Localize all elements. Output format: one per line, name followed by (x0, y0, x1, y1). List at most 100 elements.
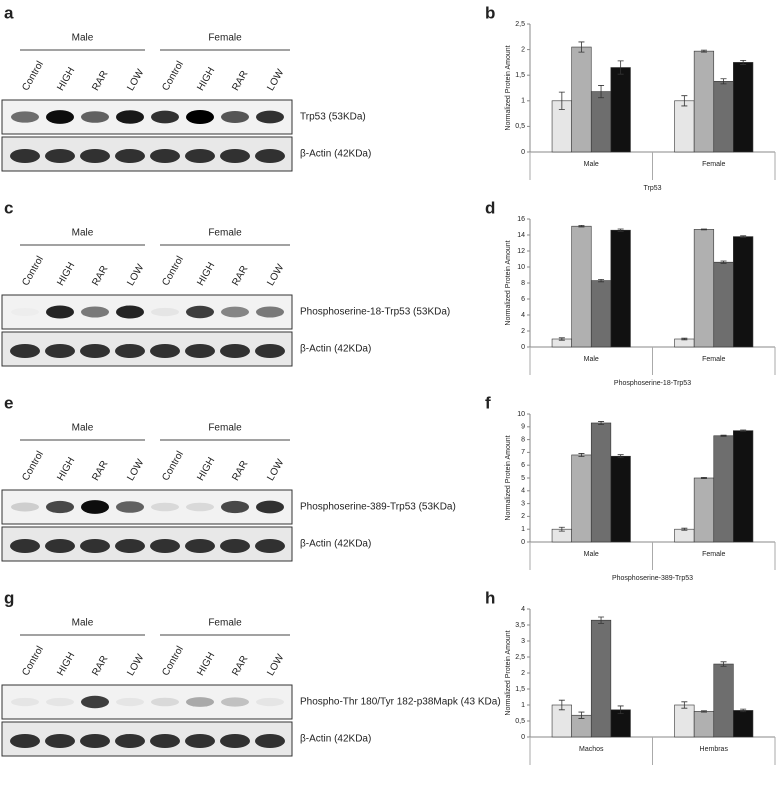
x-tick-label: Male (584, 161, 599, 168)
band (255, 344, 285, 358)
band (10, 734, 40, 748)
band (150, 539, 180, 553)
band (151, 502, 179, 512)
lane-label: HIGH (195, 261, 217, 288)
sex-label: Male (72, 33, 94, 44)
error-bar (578, 225, 585, 228)
error-bar (720, 661, 727, 667)
error-bar (700, 476, 707, 480)
band (221, 306, 249, 318)
bar (571, 46, 592, 153)
y-tick-label: 2,5 (515, 654, 525, 661)
sex-label: Female (208, 423, 242, 434)
lane-label: Control (20, 254, 46, 287)
error-bar (740, 429, 747, 432)
error-bar (578, 711, 585, 719)
bar (674, 100, 695, 153)
lane-label: LOW (265, 262, 286, 288)
sex-label: Female (208, 33, 242, 44)
lane-label: Control (20, 449, 46, 482)
lane-label: Control (20, 644, 46, 677)
band (10, 344, 40, 358)
band (220, 734, 250, 748)
y-tick-label: 9 (521, 424, 525, 431)
y-tick-label: 4 (521, 312, 525, 319)
error-bar (578, 453, 585, 457)
panel-letter: g (4, 588, 14, 607)
band-label: Phosphoserine-18-Trp53 (53KDa) (300, 307, 450, 318)
band-label: Trp53 (53KDa) (300, 112, 366, 123)
sex-label: Female (208, 618, 242, 629)
band (186, 697, 214, 707)
band (150, 149, 180, 163)
lane-label: HIGH (55, 66, 77, 93)
band (80, 149, 110, 163)
panel-letter: d (485, 198, 495, 217)
band (220, 149, 250, 163)
x-tick-label: Male (584, 356, 599, 363)
y-tick-label: 4 (521, 488, 525, 495)
band-label: β-Actin (42KDa) (300, 344, 371, 355)
band (255, 149, 285, 163)
lane-label: RAR (230, 264, 250, 288)
band (80, 539, 110, 553)
x-axis-label: Phosphoserine-389-Trp53 (612, 575, 693, 582)
y-tick-label: 3 (521, 500, 525, 507)
y-tick-label: 4 (521, 606, 525, 613)
lane-label: Control (160, 644, 186, 677)
lane-label: LOW (125, 262, 146, 288)
lane-label: HIGH (55, 651, 77, 678)
lane-label: LOW (265, 457, 286, 483)
band (46, 697, 74, 707)
sex-label: Female (208, 228, 242, 239)
y-tick-label: 8 (521, 436, 525, 443)
bar (610, 67, 631, 153)
error-bar (700, 710, 707, 713)
error-bar (598, 85, 605, 99)
y-tick-label: 1,5 (515, 686, 525, 693)
panel-letter: e (4, 393, 13, 412)
band (185, 539, 215, 553)
error-bar (617, 60, 624, 75)
y-tick-label: 0 (521, 734, 525, 741)
lane-label: RAR (90, 264, 110, 288)
band (11, 697, 39, 707)
band (255, 539, 285, 553)
band (81, 500, 109, 514)
bar (590, 91, 612, 153)
panel-letter: f (485, 393, 491, 412)
y-tick-label: 2 (521, 328, 525, 335)
x-tick-label: Machos (579, 746, 604, 753)
band (46, 500, 74, 514)
error-bar (700, 228, 707, 231)
band (81, 306, 109, 318)
error-bar (681, 527, 688, 531)
error-bar (681, 701, 688, 709)
lane-label: RAR (230, 654, 250, 678)
y-tick-label: 2 (521, 513, 525, 520)
band (45, 149, 75, 163)
blot-strip (1, 684, 293, 720)
error-bar (558, 337, 565, 341)
band (11, 502, 39, 512)
y-tick-label: 0,5 (515, 718, 525, 725)
error-bar (720, 434, 727, 437)
sex-label: Male (72, 228, 94, 239)
error-bar (617, 705, 624, 715)
bar (713, 663, 734, 738)
band (46, 110, 74, 124)
band (221, 500, 249, 514)
band (256, 110, 284, 124)
band (81, 695, 109, 709)
band (255, 734, 285, 748)
lane-label: RAR (230, 69, 250, 93)
y-tick-label: 1,5 (515, 72, 525, 79)
y-tick-label: 8 (521, 280, 525, 287)
band (10, 149, 40, 163)
bar (733, 236, 754, 348)
x-axis-label: Trp53 (643, 185, 661, 192)
y-tick-label: 2 (521, 46, 525, 53)
x-axis-label: Phosphoserine-18-Trp53 (614, 380, 691, 387)
error-bar (740, 59, 747, 65)
error-bar (700, 49, 707, 53)
